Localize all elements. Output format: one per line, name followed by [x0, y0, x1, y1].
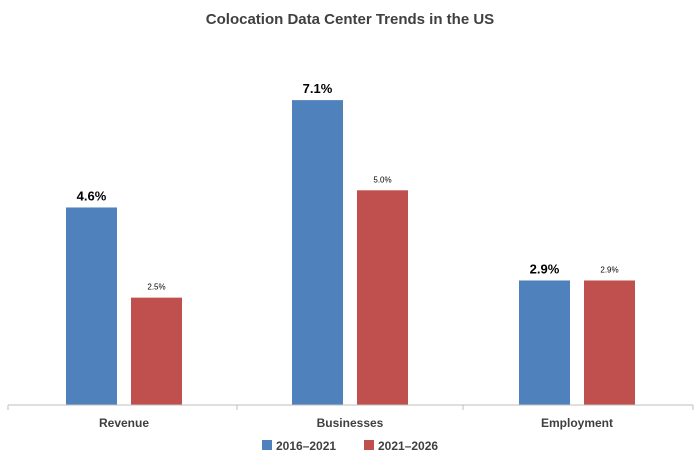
data-label-revenue-series-1: 4.6% [77, 188, 107, 203]
data-label-revenue-series-2: 2.5% [147, 283, 165, 292]
bar-revenue-series-2 [131, 297, 182, 405]
legend: 2016–2021 2021–2026 [262, 439, 438, 453]
bar-revenue-series-1 [66, 207, 117, 405]
data-label-businesses-series-2: 5.0% [373, 175, 391, 184]
legend-swatch-series-2 [364, 440, 374, 450]
bar-businesses-series-2 [357, 190, 408, 405]
legend-swatch-series-1 [262, 440, 272, 450]
legend-label-series-1: 2016–2021 [276, 439, 336, 453]
data-label-businesses-series-1: 7.1% [303, 81, 333, 96]
x-tick-label-revenue: Revenue [99, 416, 149, 430]
legend-label-series-2: 2021–2026 [378, 439, 438, 453]
bars-layer: 4.6% 2.5% 7.1% 5.0% 2.9% 2.9% [66, 81, 635, 405]
data-label-employment-series-2: 2.9% [600, 265, 618, 274]
bar-employment-series-1 [519, 280, 570, 405]
x-tick-label-businesses: Businesses [317, 416, 384, 430]
chart-title: Colocation Data Center Trends in the US [206, 11, 494, 28]
bar-employment-series-2 [584, 280, 635, 405]
data-label-employment-series-1: 2.9% [530, 261, 560, 276]
x-tick-label-employment: Employment [541, 416, 613, 430]
bar-businesses-series-1 [292, 100, 343, 405]
x-axis: Revenue Businesses Employment [7, 404, 694, 430]
